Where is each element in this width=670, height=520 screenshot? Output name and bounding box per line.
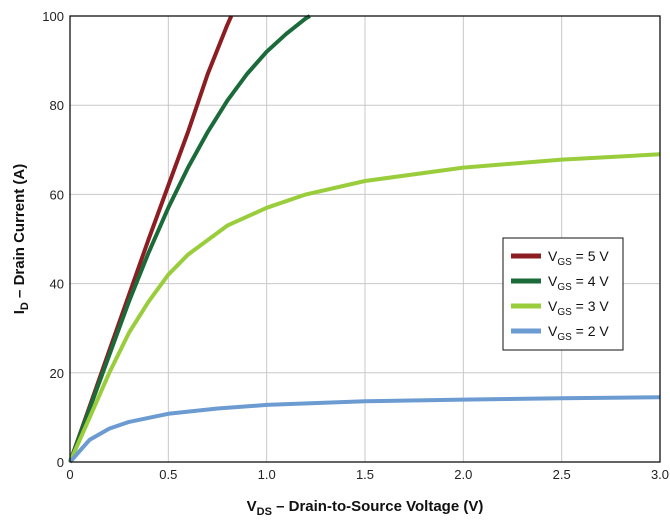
legend-label-rest: = 4 V (572, 273, 610, 289)
y-tick-label: 0 (57, 455, 64, 470)
legend-label-main: V (548, 298, 558, 314)
legend-label-main: V (548, 273, 558, 289)
x-tick-label: 1.0 (258, 467, 276, 482)
x-tick-labels: 0 0.5 1.0 1.5 2.0 2.5 3.0 (66, 467, 669, 482)
x-axis-label-sub: DS (257, 506, 272, 518)
x-axis-label: VDS – Drain-to-Source Voltage (V) (247, 498, 484, 518)
legend-label-rest: = 5 V (572, 248, 610, 264)
legend-label-main: V (548, 323, 558, 339)
x-tick-label: 2.5 (553, 467, 571, 482)
legend-label-sub: GS (557, 332, 572, 343)
y-tick-labels: 0 20 40 60 80 100 (42, 9, 64, 470)
legend-label-rest: = 3 V (572, 298, 610, 314)
x-axis-label-rest: – Drain-to-Source Voltage (V) (272, 498, 483, 515)
legend-label-1: VGS = 4 V (548, 273, 609, 293)
legend-label-rest: = 2 V (572, 323, 610, 339)
y-tick-label: 100 (42, 9, 64, 24)
legend-label-sub: GS (557, 307, 572, 318)
x-tick-label: 0.5 (159, 467, 177, 482)
x-tick-label: 2.0 (454, 467, 472, 482)
series-line-2 (68, 152, 661, 463)
y-axis-label: ID – Drain Current (A) (11, 164, 31, 314)
legend-label-3: VGS = 2 V (548, 323, 609, 343)
legend-label-2: VGS = 3 V (548, 298, 609, 318)
x-tick-label: 0 (66, 467, 73, 482)
legend-label-sub: GS (557, 257, 572, 268)
series-line-1 (68, 14, 311, 463)
y-tick-label: 60 (50, 187, 64, 202)
x-tick-label: 3.0 (651, 467, 669, 482)
legend-label-sub: GS (557, 282, 572, 293)
y-tick-label: 20 (50, 366, 64, 381)
y-axis-label-main: I (11, 310, 28, 314)
legend-label-main: V (548, 248, 558, 264)
y-tick-label: 80 (50, 98, 64, 113)
plot-frame (69, 15, 661, 463)
y-tick-label: 40 (50, 277, 64, 292)
y-axis-label-sub: D (19, 302, 31, 310)
x-tick-label: 1.5 (356, 467, 374, 482)
y-axis-label-rest: – Drain Current (A) (11, 164, 28, 302)
x-axis-label-main: V (247, 498, 257, 515)
legend-label-0: VGS = 5 V (548, 248, 609, 268)
series-line-3 (68, 395, 661, 464)
series-group (68, 14, 661, 464)
